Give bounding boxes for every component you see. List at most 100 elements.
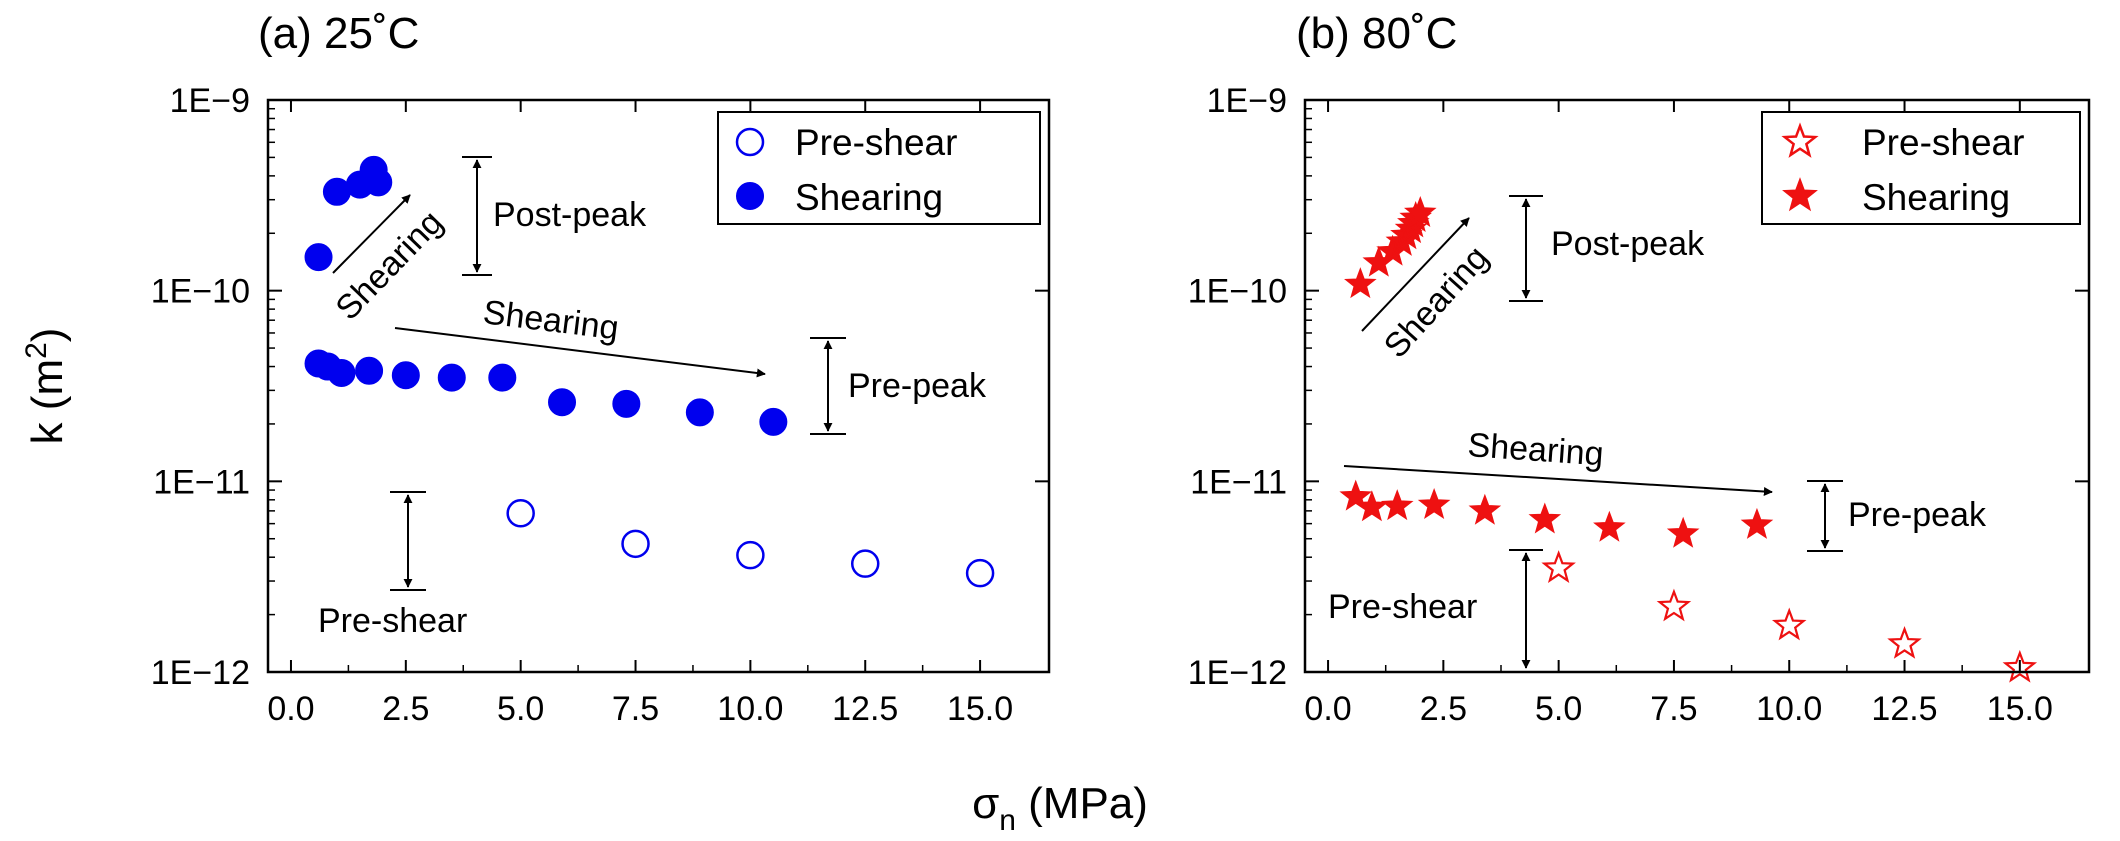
panel-a-points	[304, 155, 995, 588]
panel-a-shearing-horiz-label: Shearing	[481, 293, 621, 347]
panel-a-shearing-point	[364, 168, 393, 197]
panel-a-shearing-point	[437, 363, 466, 392]
panel-a-shearing-diag-label: Shearing	[328, 203, 450, 327]
panel-b-shearing-point	[1417, 488, 1451, 520]
panel-b-y-tick-label: 1E−12	[1188, 654, 1287, 692]
panel-a-prepeak-label: Pre-peak	[848, 367, 987, 405]
x-axis-label-main: σ	[972, 779, 999, 828]
panel-a-x-tick-label: 15.0	[947, 690, 1013, 728]
x-axis-label: σn (MPa)	[972, 779, 1148, 837]
panel-b-preshear-point	[1771, 607, 1807, 641]
panel-b-legend: Pre-shear Shearing	[1761, 111, 2081, 225]
panel-b-preshear-point	[1541, 550, 1576, 583]
panel-a-x-tick-label: 12.5	[832, 690, 898, 728]
panel-b-ticks: 0.0 2.5 5.0 7.5 10.0 12.5 15.0 1E−12 1E−11 1E−10 1…	[1188, 82, 2089, 728]
panel-b-x-tick-label: 5.0	[1535, 690, 1582, 728]
panel-b-annotations: Shearing Shearing Post-peak Pre-peak Pre…	[1328, 195, 1987, 669]
panel-b-x-tick-label: 15.0	[1987, 690, 2053, 728]
panel-a-y-tick-label: 1E−10	[151, 273, 250, 311]
panel-a-legend-preshear-marker	[735, 127, 765, 157]
panel-b-legend-shearing-marker	[1782, 177, 1818, 212]
panel-a-shearing-point	[355, 356, 384, 385]
panel-a-frame	[266, 98, 1051, 674]
panel-b-legend-preshear-label: Pre-shear	[1862, 122, 2024, 163]
panel-b-preshear-point	[2002, 649, 2038, 683]
y-axis-label-sup: 2	[20, 342, 53, 359]
panel-b-horiz-arrow	[1343, 465, 1773, 497]
panel-b-diag-arrow	[1361, 217, 1470, 332]
panel-b-legend-box	[1761, 111, 2081, 225]
panel-b-x-tick-label: 0.0	[1304, 690, 1351, 728]
panel-b-y-tick-label: 1E−10	[1188, 273, 1287, 311]
panel-a-legend: Pre-shear Shearing	[717, 111, 1041, 225]
panel-b-title: (b) 80˚C	[1296, 9, 1457, 58]
x-axis-label-sub: n	[999, 804, 1016, 837]
panel-b-preshear-point	[1656, 588, 1692, 622]
panel-b-shearing-point	[1355, 490, 1389, 522]
panel-b-x-tick-label: 2.5	[1420, 690, 1467, 728]
panel-b-points	[1339, 196, 2038, 683]
panel-a-x-tick-label: 2.5	[382, 690, 429, 728]
panel-a-shearing-point	[327, 358, 356, 387]
panel-b-x-tick-label: 10.0	[1756, 690, 1822, 728]
panel-a-x-tick-label: 7.5	[612, 690, 659, 728]
panel-b-shearing-point	[1593, 510, 1626, 542]
panel-b-x-tick-label: 7.5	[1650, 690, 1697, 728]
panel-a-preshear-point	[965, 558, 995, 588]
panel-b-legend-preshear-marker	[1781, 122, 1819, 158]
x-axis-label-unit: (MPa)	[1016, 779, 1148, 828]
panel-a-y-tick-label: 1E−12	[151, 654, 250, 692]
panel-a-shearing-point	[685, 398, 714, 427]
y-axis-label-main: k (m	[23, 359, 72, 445]
panel-b: (b) 80˚C 0.0 2.5 5.0 7.5 10.0 12.5 15.0 1E−12 1E…	[1188, 9, 2091, 728]
panel-b-shearing-point	[1339, 479, 1373, 511]
y-axis-label: k (m2)	[20, 328, 72, 445]
panel-b-legend-shearing-label: Shearing	[1862, 177, 2010, 218]
panel-b-shearing-horiz-label: Shearing	[1466, 426, 1604, 473]
panel-a-shearing-point	[612, 389, 641, 418]
panel-a-shearing-point	[488, 363, 517, 392]
panel-b-frame	[1303, 98, 2091, 674]
panel-b-postpeak-label: Post-peak	[1551, 225, 1705, 263]
panel-a-y-tick-label: 1E−9	[170, 82, 250, 120]
panel-a-shearing-point	[391, 361, 420, 390]
panel-a-x-tick-label: 0.0	[267, 690, 314, 728]
panel-a-legend-box	[717, 111, 1041, 225]
panel-b-shearing-point	[1380, 489, 1414, 521]
panel-a-preshear-point	[850, 549, 880, 578]
panel-a-x-tick-label: 10.0	[717, 690, 783, 728]
panel-a-y-tick-label: 1E−11	[153, 463, 250, 501]
panel-b-y-tick-label: 1E−11	[1190, 463, 1287, 501]
panel-a-title: (a) 25˚C	[258, 9, 419, 58]
panel-a-shearing-point	[304, 243, 333, 272]
panel-a-shearing-point	[548, 388, 577, 417]
panel-a-legend-shearing-label: Shearing	[795, 177, 943, 218]
panel-a-ticks: 0.0 2.5 5.0 7.5 10.0 12.5 15.0 1E−12 1E−11 1E−10 1…	[151, 82, 1049, 728]
panel-b-x-tick-label: 12.5	[1871, 690, 1937, 728]
panel-a-postpeak-label: Post-peak	[493, 196, 647, 234]
panel-a-shearing-point	[759, 407, 788, 436]
panel-b-shearing-point	[1403, 196, 1437, 228]
panel-a-legend-preshear-label: Pre-shear	[795, 122, 957, 163]
panel-b-shearing-point	[1666, 516, 1700, 548]
panel-b-shearing-point	[1468, 493, 1502, 525]
panel-b-shearing-point	[1740, 507, 1774, 539]
panel-a-legend-shearing-marker	[736, 182, 764, 210]
panel-a-diag-arrow	[332, 194, 411, 274]
panel-a-horiz-arrow	[394, 327, 766, 378]
y-axis-label-close: )	[23, 328, 72, 343]
panel-a-preshear-label: Pre-shear	[318, 602, 467, 640]
panel-b-shearing-point	[1344, 267, 1377, 299]
panel-a: (a) 25˚C 0.0 2.5 5.0 7.5 10.0 12.5 15.0 1E−12 1E…	[151, 9, 1051, 728]
panel-b-preshear-label: Pre-shear	[1328, 588, 1477, 626]
panel-b-shearing-point	[1528, 502, 1562, 534]
panel-a-preshear-point	[621, 529, 650, 559]
panel-a-x-tick-label: 5.0	[497, 690, 544, 728]
panel-b-y-tick-label: 1E−9	[1207, 82, 1287, 120]
panel-a-annotations: Shearing Shearing Post-peak Pre-peak Pre…	[318, 156, 987, 640]
panel-a-preshear-point	[736, 540, 765, 570]
panel-b-preshear-point	[1887, 625, 1922, 659]
panel-b-prepeak-label: Pre-peak	[1848, 496, 1987, 534]
panel-a-preshear-point	[506, 499, 535, 528]
